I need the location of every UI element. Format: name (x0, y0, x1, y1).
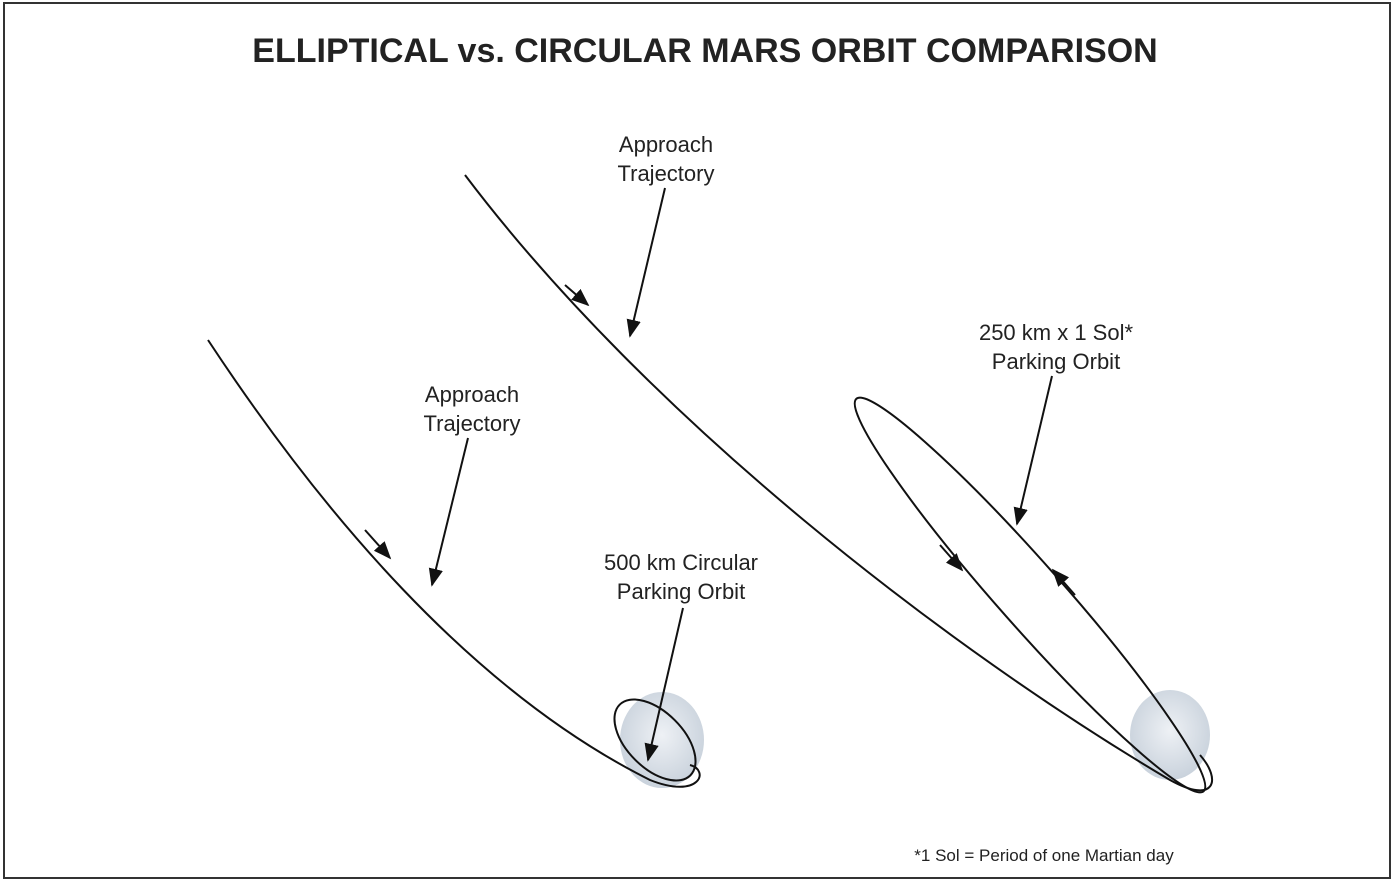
label: Trajectory (618, 161, 715, 186)
circular-orbit (613, 698, 697, 782)
label: Approach (619, 132, 713, 157)
label: Approach (425, 382, 519, 407)
label: Parking Orbit (992, 349, 1120, 374)
leader-line (1013, 375, 1053, 526)
leader-line (428, 437, 469, 587)
footnote: *1 Sol = Period of one Martian day (914, 846, 1174, 865)
leader-line (626, 187, 666, 338)
planet (1130, 690, 1210, 780)
approach-trajectory (207, 339, 701, 788)
direction-arrow (564, 284, 590, 307)
title: ELLIPTICAL vs. CIRCULAR MARS ORBIT COMPA… (252, 32, 1157, 70)
direction-arrow (1051, 568, 1076, 596)
label: 500 km Circular (604, 550, 758, 575)
frame (3, 2, 1391, 879)
direction-arrow (939, 544, 964, 572)
label: 250 km x 1 Sol* (979, 320, 1134, 345)
label: Trajectory (424, 411, 521, 436)
leader-line (644, 607, 684, 762)
approach-trajectory (464, 174, 1214, 792)
direction-arrow (364, 529, 392, 560)
label: Parking Orbit (617, 579, 745, 604)
